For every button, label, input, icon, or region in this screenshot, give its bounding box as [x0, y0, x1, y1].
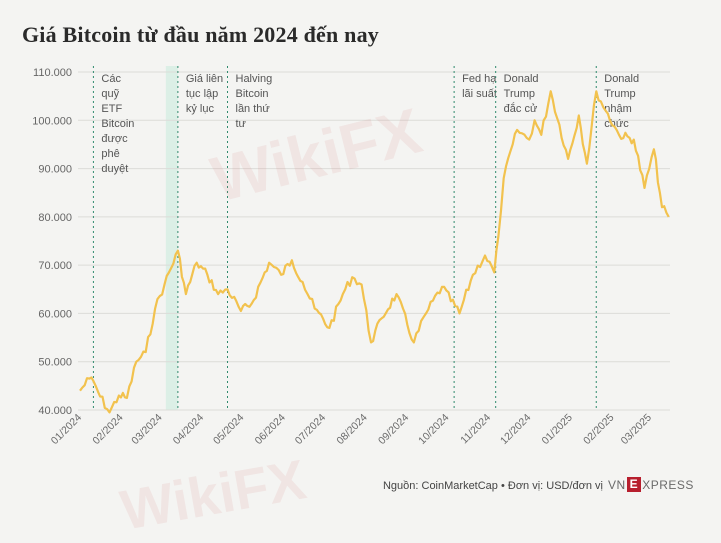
annotation-text: ETF: [101, 103, 122, 115]
annotation-text: Donald: [604, 73, 639, 85]
brand-logo-right: XPRESS: [642, 477, 694, 492]
annotation-text: được: [101, 133, 128, 145]
annotation-text: Halving: [236, 73, 273, 85]
annotation-text: Trump: [504, 88, 535, 100]
y-tick-label: 60.000: [38, 308, 72, 320]
annotation-text: Bitcoin: [101, 118, 134, 130]
x-tick-label: 03/2024: [129, 412, 164, 447]
x-tick-label: 08/2024: [334, 412, 369, 447]
highlight-band: [165, 66, 178, 410]
x-tick-label: 01/2025: [540, 412, 575, 447]
annotation-text: Fed hạ: [462, 73, 497, 85]
brand-logo: VN E XPRESS: [608, 477, 694, 492]
highlight-band-layer: [165, 66, 178, 410]
chart-title: Giá Bitcoin từ đầu năm 2024 đến nay: [22, 22, 379, 47]
annotation-text: lần thứ: [236, 103, 271, 115]
y-tick-label: 110.000: [33, 67, 72, 79]
x-tick-label: 07/2024: [293, 412, 328, 447]
source-note: Nguồn: CoinMarketCap • Đơn vị: USD/đơn v…: [382, 480, 603, 492]
bitcoin-price-chart: 40.000 50.000 60.000 70.000 80.000 90.000 100.…: [32, 66, 670, 447]
annotation-text: nhậm: [604, 103, 632, 115]
x-tick-label: 10/2024: [416, 412, 451, 447]
annotation-text: tục lập: [186, 88, 218, 100]
y-tick-label: 70.000: [38, 260, 72, 272]
annotation-text: Các: [101, 73, 121, 85]
annotation-text: Giá liên: [186, 73, 223, 85]
x-tick-label: 04/2024: [171, 412, 206, 447]
price-line: [79, 90, 670, 414]
y-tick-label: 100.000: [32, 115, 72, 127]
annotation-text: đắc cử: [504, 102, 538, 115]
x-tick-label: 12/2024: [498, 412, 533, 447]
annotation-text: tư: [236, 118, 247, 130]
annotation-text: duyệt: [101, 163, 128, 175]
grid-layer: 40.000 50.000 60.000 70.000 80.000 90.000 100.…: [32, 67, 670, 417]
annotation-text: Donald: [504, 73, 539, 85]
annotation-text: phê: [101, 148, 119, 160]
annotation-text: Trump: [604, 88, 635, 100]
annotation-text: Bitcoin: [236, 88, 269, 100]
y-tick-label: 90.000: [38, 164, 72, 176]
x-axis-ticks: 01/2024 02/2024 03/2024 04/2024 05/2024 06/20…: [49, 412, 654, 447]
x-tick-label: 02/2024: [90, 412, 125, 447]
x-tick-label: 11/2024: [458, 412, 493, 447]
x-tick-label: 06/2024: [253, 412, 288, 447]
y-tick-label: 40.000: [38, 405, 72, 417]
y-tick-label: 50.000: [38, 357, 72, 369]
x-tick-label: 03/2025: [619, 412, 654, 447]
annotation-layer: Các quỹ ETF Bitcoin được phê duyệt Giá liên tục …: [92, 66, 639, 410]
brand-logo-left: VN: [608, 477, 626, 492]
x-tick-label: 02/2025: [581, 412, 616, 447]
annotation-text: kỷ lục: [186, 103, 215, 115]
brand-logo-box: E: [626, 477, 642, 492]
x-tick-label: 09/2024: [376, 412, 411, 447]
annotation-text: quỹ: [101, 88, 119, 100]
annotation-text: lãi suất: [462, 88, 497, 100]
x-tick-label: 05/2024: [211, 412, 246, 447]
price-line-layer: [79, 90, 670, 414]
y-tick-label: 80.000: [38, 212, 72, 224]
